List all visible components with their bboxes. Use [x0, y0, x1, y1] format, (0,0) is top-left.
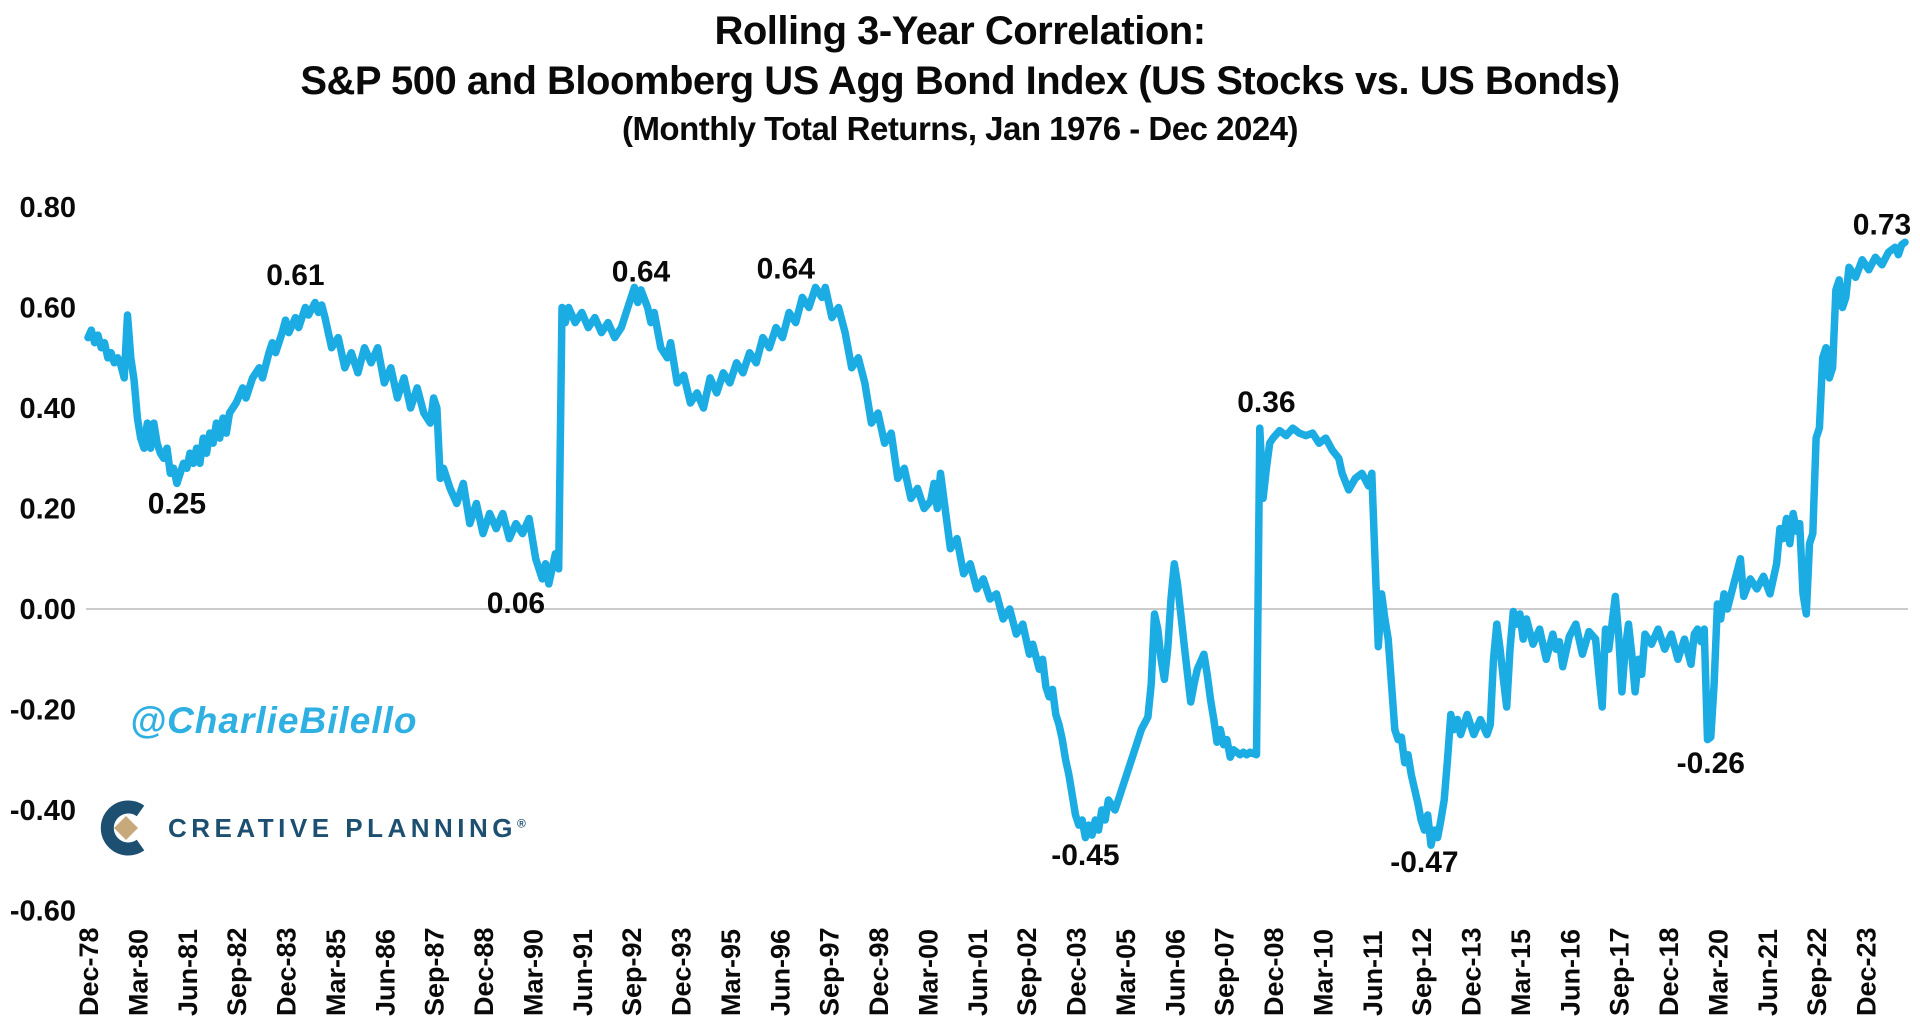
x-axis-tick-label: Jun-96: [765, 929, 795, 1016]
data-point-label: -0.26: [1677, 747, 1745, 780]
logo-registered-mark: ®: [517, 815, 526, 830]
logo-wordmark: CREATIVE PLANNING: [168, 812, 518, 843]
y-axis-tick-label: 0.00: [20, 594, 76, 626]
x-axis-tick-label: Mar-90: [518, 929, 548, 1016]
x-axis-tick-label: Sep-02: [1012, 927, 1042, 1016]
data-point-label: -0.47: [1390, 846, 1458, 879]
chart-title-line2: S&P 500 and Bloomberg US Agg Bond Index …: [300, 59, 1620, 103]
x-axis-tick-label: Dec-88: [469, 927, 499, 1016]
x-axis-tick-label: Dec-23: [1852, 927, 1882, 1016]
logo-diamond: [113, 815, 139, 841]
x-axis-tick-label: Jun-21: [1753, 929, 1783, 1016]
x-axis-tick-label: Sep-22: [1802, 927, 1832, 1016]
x-axis-tick-label: Dec-03: [1062, 927, 1092, 1016]
correlation-series-line: [84, 238, 1909, 849]
creative-planning-logo-icon: [100, 800, 145, 856]
x-axis-tick-label: Jun-86: [370, 929, 400, 1016]
y-axis-tick-label: 0.40: [20, 393, 76, 425]
x-axis-tick-label: Sep-82: [222, 927, 252, 1016]
data-point-label: 0.61: [266, 259, 324, 292]
data-point-label: 0.06: [487, 587, 545, 620]
x-axis-tick-label: Dec-78: [74, 927, 104, 1016]
data-point-label: 0.73: [1853, 209, 1911, 242]
y-axis-tick-label: 0.80: [20, 192, 76, 224]
x-axis-tick-label: Jun-06: [1160, 929, 1190, 1016]
x-axis-tick-label: Mar-20: [1703, 929, 1733, 1016]
x-axis-tick-label: Sep-87: [420, 927, 450, 1016]
x-axis-tick-label: Dec-13: [1457, 927, 1487, 1016]
y-axis-tick-label: 0.60: [20, 293, 76, 325]
watermark-charliebilello: @CharlieBilello: [130, 700, 418, 741]
data-annotations: 0.25 0.61 0.06 0.64 0.64 -0.45 0.36 -0.47 -0.26 0…: [148, 209, 1911, 879]
x-axis-tick-label: Sep-97: [815, 927, 845, 1016]
x-axis-tick-label: Dec-93: [667, 927, 697, 1016]
x-axis-tick-label: Mar-00: [913, 929, 943, 1016]
x-axis-tick-label: Dec-83: [272, 927, 302, 1016]
x-axis-tick-label: Mar-05: [1111, 929, 1141, 1016]
data-point-label: 0.25: [148, 488, 206, 521]
chart-title-block: Rolling 3-Year Correlation: S&P 500 and …: [0, 6, 1920, 152]
x-axis-tick-label: Jun-91: [568, 929, 598, 1016]
logo-c-mark: [100, 800, 145, 856]
x-axis-tick-label: Mar-95: [716, 929, 746, 1016]
chart-title-line1: Rolling 3-Year Correlation:: [714, 9, 1206, 53]
y-axis-tick-label: -0.20: [10, 695, 76, 727]
data-point-label: 0.36: [1237, 386, 1295, 419]
x-axis-tick-label: Jun-01: [963, 929, 993, 1016]
y-axis-tick-label: 0.20: [20, 494, 76, 526]
x-axis-tick-label: Dec-18: [1654, 927, 1684, 1016]
x-axis-tick-label: Mar-80: [123, 929, 153, 1016]
x-axis-tick-label: Sep-17: [1605, 927, 1635, 1016]
x-axis-tick-label: Jun-16: [1555, 929, 1585, 1016]
y-axis-tick-label: -0.40: [10, 795, 76, 827]
x-axis-tick-label: Mar-85: [321, 929, 351, 1016]
data-point-label: 0.64: [757, 252, 816, 285]
y-axis-labels: 0.80 0.60 0.40 0.20 0.00 -0.20 -0.40 -0.60: [10, 192, 76, 928]
creative-planning-logo: CREATIVE PLANNING®: [98, 798, 526, 858]
x-axis-labels: Dec-78 Mar-80 Jun-81 Sep-82 Dec-83 Mar-85 Jun-…: [74, 927, 1882, 1016]
data-point-label: 0.64: [612, 255, 671, 288]
chart-subtitle: (Monthly Total Returns, Jan 1976 - Dec 2…: [621, 110, 1299, 147]
creative-planning-logo-text: CREATIVE PLANNING®: [168, 813, 526, 844]
x-axis-tick-label: Jun-11: [1358, 930, 1388, 1016]
x-axis-tick-label: Mar-10: [1308, 929, 1338, 1016]
y-axis-tick-label: -0.60: [10, 896, 76, 928]
x-axis-tick-label: Sep-92: [617, 927, 647, 1016]
x-axis-tick-label: Mar-15: [1506, 929, 1536, 1016]
x-axis-tick-label: Dec-08: [1259, 927, 1289, 1016]
x-axis-tick-label: Sep-12: [1407, 927, 1437, 1016]
x-axis-tick-label: Sep-07: [1210, 927, 1240, 1016]
x-axis-tick-label: Dec-98: [864, 927, 894, 1016]
data-point-label: -0.45: [1051, 839, 1119, 872]
x-axis-tick-label: Jun-81: [173, 929, 203, 1016]
